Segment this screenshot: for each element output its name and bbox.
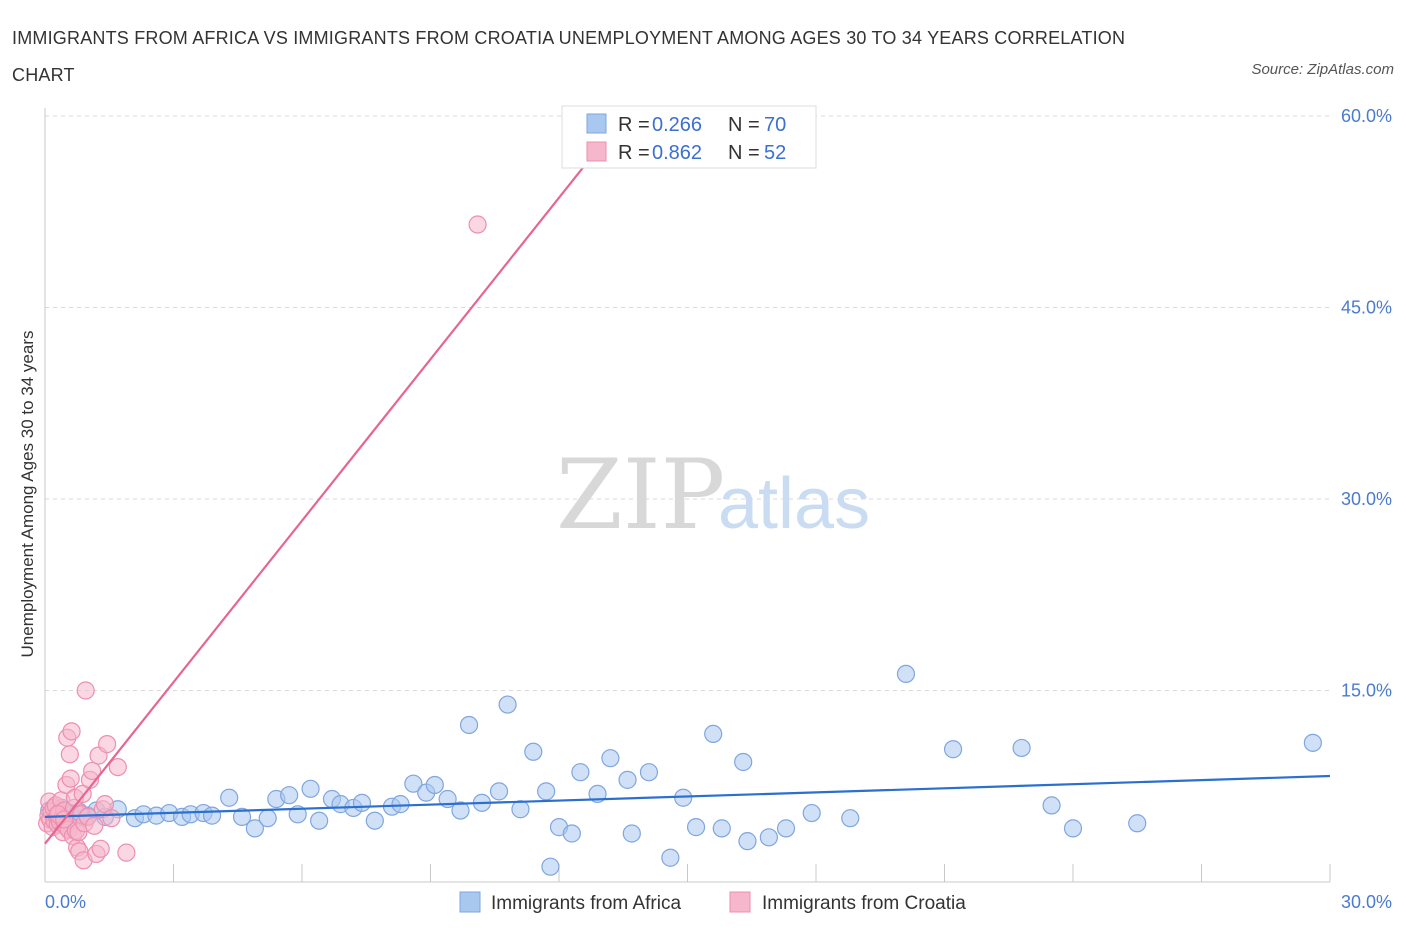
africa-point-64 [759, 828, 778, 847]
legend-r-value-croatia: 0.862 [652, 142, 702, 164]
y-tick-labels: 15.0% 30.0% 45.0% 60.0% [1341, 106, 1392, 701]
africa-point-20 [220, 788, 239, 807]
legend-n-label-croatia: N = [728, 142, 760, 164]
legend-r-label-croatia: R = [618, 142, 650, 164]
watermark-zip: ZIP [556, 439, 725, 551]
africa-point-22 [245, 819, 264, 838]
africa-point-46 [524, 742, 543, 761]
grid [45, 115, 1330, 691]
bottom-legend-swatch-croatia [729, 891, 751, 913]
africa-point-53 [601, 749, 620, 768]
chart-title: IMMIGRANTS FROM AFRICA VS IMMIGRANTS FRO… [12, 28, 1126, 85]
croatia-point-42 [91, 839, 110, 858]
africa-point-41 [459, 715, 479, 735]
croatia-point-49 [468, 215, 487, 234]
africa-point-54 [618, 770, 637, 789]
africa-point-35 [391, 795, 410, 814]
africa-point-61 [712, 819, 731, 838]
africa-point-60 [704, 724, 723, 744]
africa-point-66 [802, 803, 821, 823]
x-tick-marks [44, 864, 1331, 882]
trend-line-africa [44, 774, 1331, 818]
africa-point-33 [365, 811, 384, 830]
africa-point-21 [232, 807, 252, 826]
bottom-legend-label-africa: Immigrants from Africa [491, 893, 681, 914]
africa-point-44 [498, 695, 517, 714]
y-tick-label-2: 45.0% [1341, 298, 1392, 318]
africa-point-72 [1063, 819, 1083, 838]
africa-point-43 [489, 782, 509, 801]
croatia-point-39 [85, 816, 104, 835]
africa-point-71 [1042, 796, 1061, 815]
africa-point-32 [352, 793, 372, 812]
y-tick-label-0: 15.0% [1341, 681, 1392, 701]
africa-point-40 [451, 801, 470, 820]
bottom-legend: Immigrants from Africa Immigrants from C… [459, 891, 966, 914]
bottom-legend-label-croatia: Immigrants from Croatia [762, 893, 966, 914]
croatia-point-48 [117, 843, 136, 862]
africa-point-74 [1303, 733, 1322, 752]
africa-point-63 [738, 832, 757, 851]
y-tick-label-3: 60.0% [1341, 106, 1392, 126]
x-tick-label-1: 30.0% [1341, 892, 1392, 912]
series-croatia-points [38, 215, 487, 870]
africa-point-50 [562, 824, 581, 843]
africa-point-56 [639, 763, 659, 782]
africa-point-28 [310, 811, 329, 830]
africa-point-47 [537, 782, 556, 801]
legend: R = 0.266 N = 70 R = 0.862 N = 52 [561, 105, 817, 169]
croatia-point-22 [61, 769, 80, 788]
croatia-point-47 [108, 757, 127, 777]
africa-point-51 [571, 763, 590, 782]
legend-r-value-africa: 0.266 [652, 114, 702, 136]
africa-point-55 [622, 824, 641, 843]
x-tick-label-0: 0.0% [45, 892, 86, 912]
africa-point-65 [776, 819, 796, 838]
africa-point-27 [301, 779, 320, 798]
legend-n-label-africa: N = [728, 114, 760, 136]
croatia-point-21 [60, 745, 79, 764]
y-axis-label: Unemployment Among Ages 30 to 34 years [18, 331, 37, 658]
africa-point-45 [511, 800, 530, 819]
legend-r-label-africa: R = [618, 114, 650, 136]
africa-point-70 [1012, 738, 1031, 758]
legend-swatch-africa [586, 113, 607, 134]
croatia-point-35 [76, 681, 95, 700]
africa-point-48 [541, 857, 560, 876]
africa-point-38 [425, 775, 444, 795]
y-tick-label-1: 30.0% [1341, 489, 1392, 509]
africa-point-69 [943, 740, 963, 759]
watermark-atlas: atlas [718, 464, 870, 544]
africa-point-19 [202, 806, 222, 825]
africa-point-73 [1128, 814, 1147, 833]
series-africa-points [40, 664, 1322, 876]
africa-point-25 [280, 786, 299, 805]
watermark: ZIP atlas [556, 439, 870, 551]
trend-line-croatia [44, 121, 620, 845]
legend-swatch-croatia [586, 141, 607, 162]
africa-point-57 [661, 848, 680, 867]
africa-point-59 [686, 818, 706, 837]
africa-point-68 [896, 664, 916, 684]
croatia-point-23 [62, 722, 81, 741]
africa-point-23 [258, 809, 277, 828]
croatia-point-38 [83, 761, 102, 781]
bottom-legend-swatch-africa [459, 891, 481, 913]
croatia-point-46 [102, 809, 121, 828]
legend-n-value-croatia: 52 [764, 142, 786, 164]
trend-lines [44, 121, 1331, 845]
africa-point-62 [734, 752, 753, 772]
croatia-point-45 [98, 735, 117, 754]
africa-point-36 [404, 774, 423, 793]
legend-n-value-africa: 70 [764, 114, 786, 136]
africa-point-67 [841, 809, 860, 828]
x-tick-labels: 0.0% 30.0% [45, 892, 1392, 912]
source-credit: Source: ZipAtlas.com [1251, 61, 1394, 78]
